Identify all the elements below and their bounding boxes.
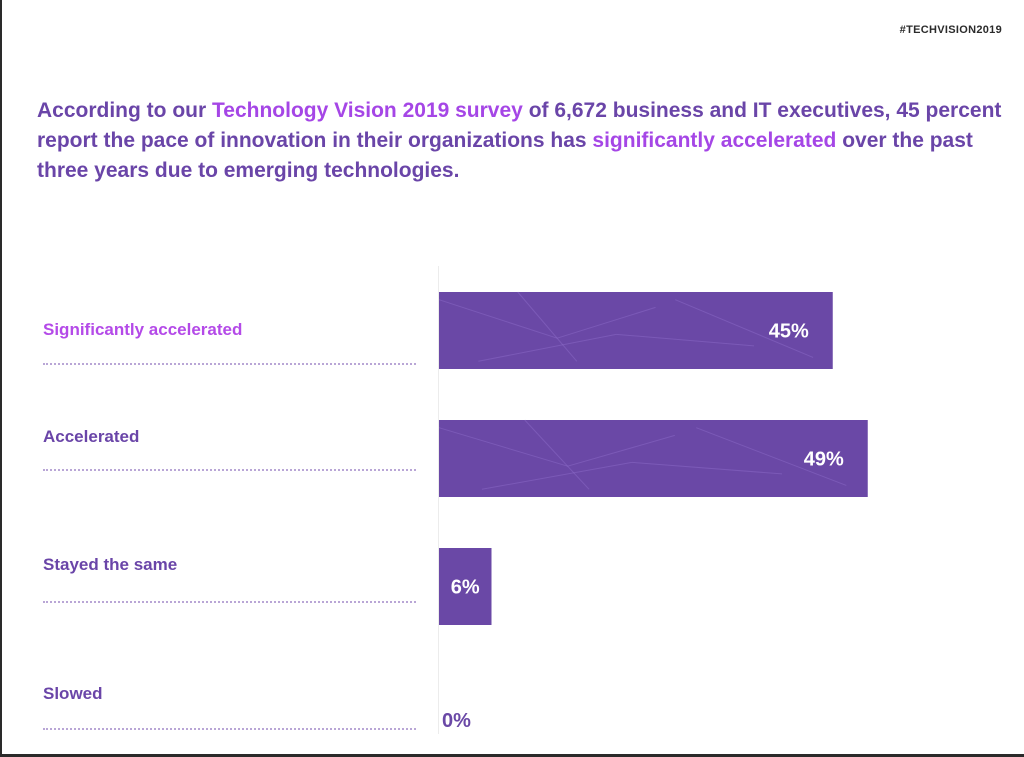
category-label-accelerated: Accelerated (43, 427, 140, 446)
category-label-significantly-accelerated: Significantly accelerated (43, 320, 243, 339)
bar-stayed-the-same (439, 548, 492, 625)
headline-highlight-accelerated: significantly accelerated (592, 129, 837, 152)
headline: According to our Technology Vision 2019 … (37, 96, 1007, 186)
headline-text-3: over the past three years due to emergin… (37, 129, 973, 182)
bar-accelerated (439, 420, 868, 497)
category-label-stayed-the-same: Stayed the same (43, 555, 178, 574)
dotted-leader (43, 469, 416, 471)
bar-significantly-accelerated (439, 292, 833, 369)
chart-axis-line (438, 266, 439, 734)
hashtag-label: #TECHVISION2019 (899, 24, 1002, 36)
headline-text-2: of 6,672 business and IT executives, 45 … (37, 99, 1002, 152)
headline-highlight-survey: Technology Vision 2019 survey (212, 99, 523, 122)
bar-texture (438, 419, 847, 490)
value-label-significantly-accelerated: 45% (769, 321, 809, 343)
dotted-leader (43, 363, 416, 365)
headline-text-1: According to our (37, 99, 212, 122)
value-label-slowed: 0% (442, 710, 471, 732)
dotted-leader (43, 601, 416, 603)
category-label-slowed: Slowed (43, 684, 103, 703)
bar-texture (438, 291, 814, 362)
value-label-accelerated: 49% (804, 449, 844, 471)
value-label-stayed-the-same: 6% (451, 577, 480, 599)
dotted-leader (43, 728, 416, 730)
